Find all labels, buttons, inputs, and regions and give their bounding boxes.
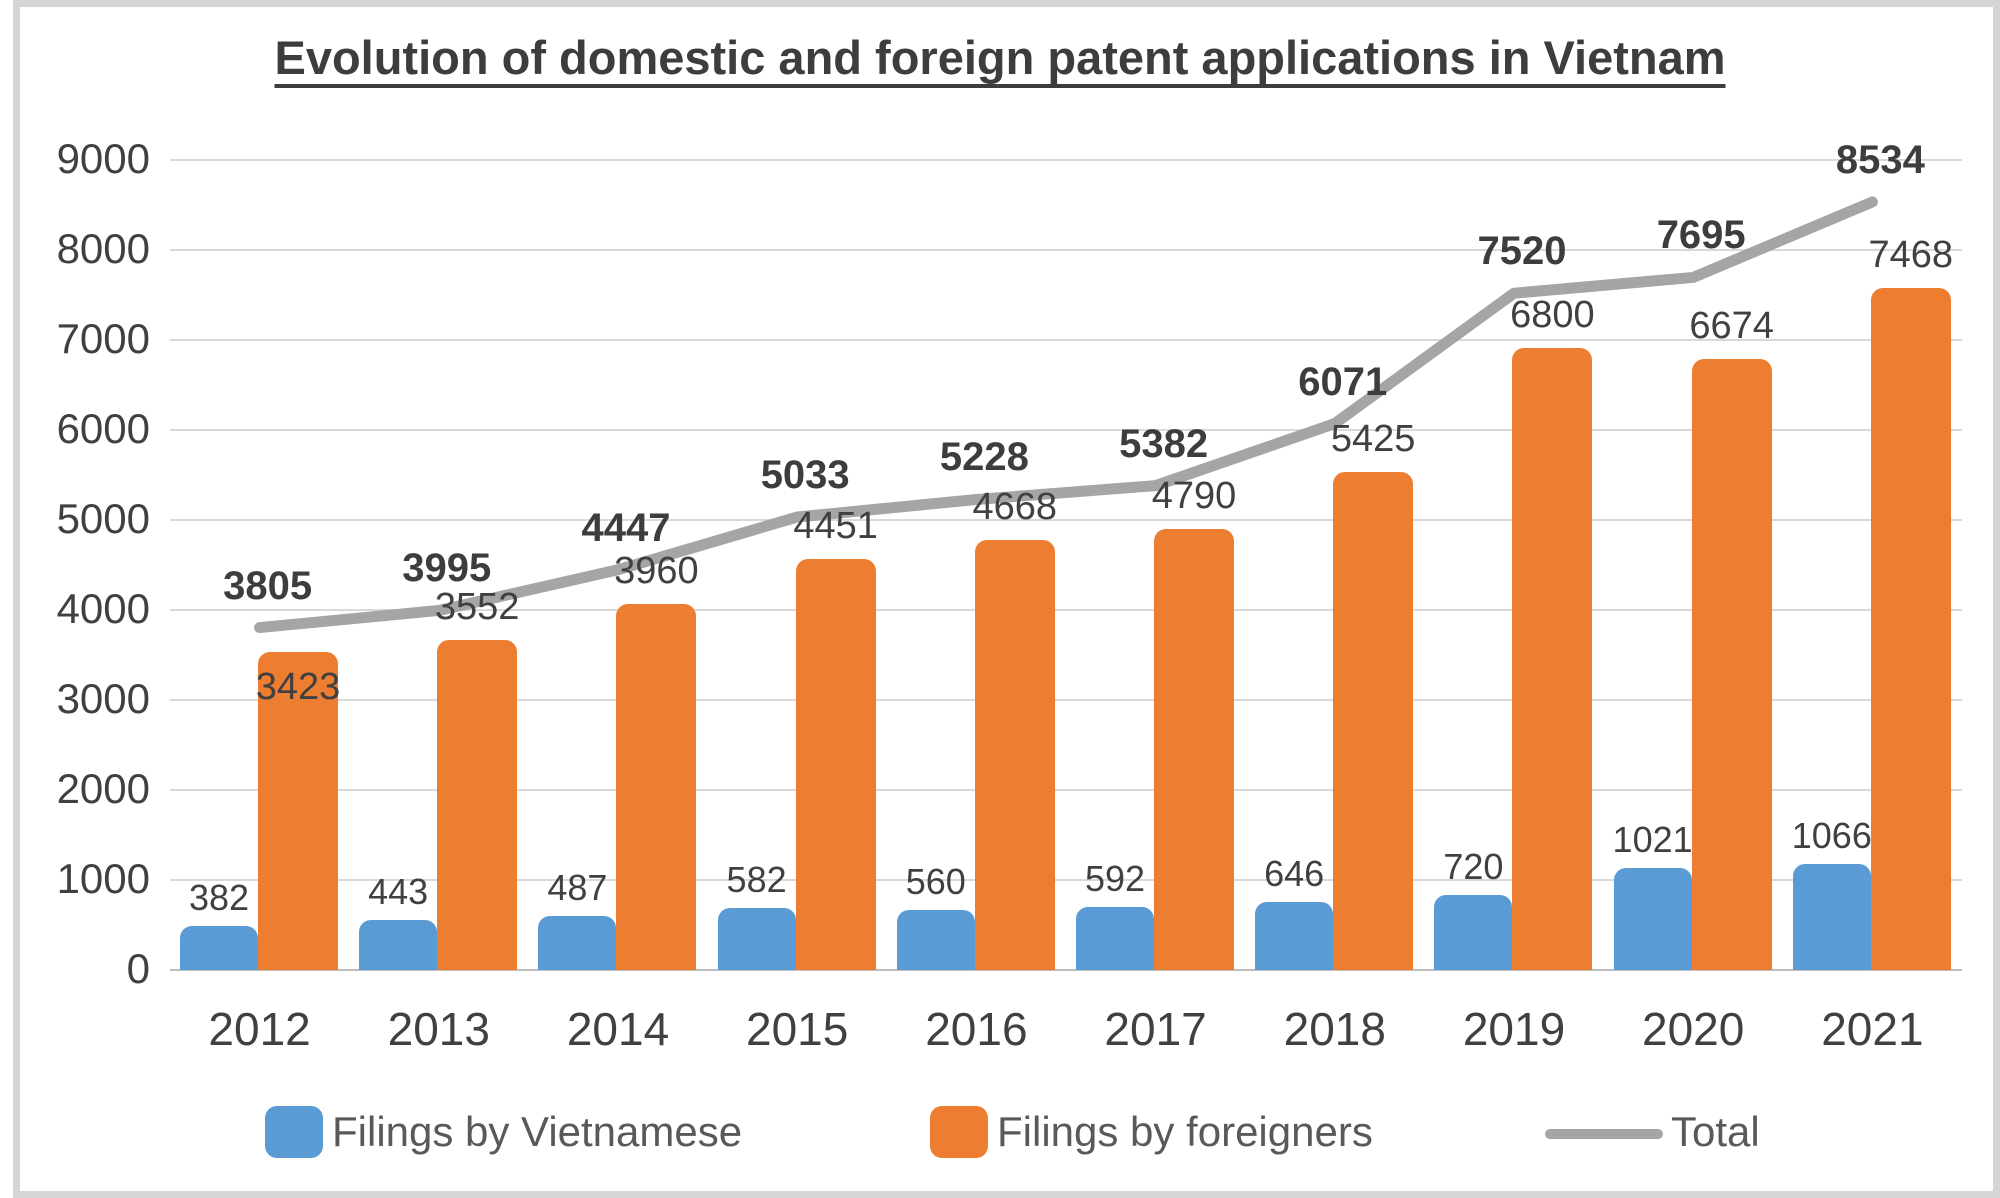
y-tick-label: 9000 bbox=[56, 135, 150, 182]
data-label-total: 3995 bbox=[402, 546, 492, 591]
bar-foreigners-2016 bbox=[974, 539, 1055, 970]
data-label-total: 7520 bbox=[1477, 229, 1567, 274]
x-tick-label: 2017 bbox=[1104, 1003, 1207, 1055]
data-label-vietnamese: 1021 bbox=[1612, 819, 1693, 861]
y-tick-label: 0 bbox=[126, 945, 150, 992]
bar-foreigners-2015 bbox=[795, 559, 876, 970]
data-label-foreigners: 4451 bbox=[793, 505, 878, 548]
x-tick-label: 2020 bbox=[1642, 1003, 1745, 1055]
y-tick-label: 4000 bbox=[56, 585, 150, 632]
legend-label-total: Total bbox=[1671, 1108, 1760, 1155]
x-tick-label: 2019 bbox=[1462, 1003, 1566, 1055]
bar-vietnamese-2012 bbox=[180, 925, 258, 970]
x-tick-label: 2012 bbox=[208, 1003, 311, 1055]
data-label-foreigners: 6674 bbox=[1689, 305, 1774, 348]
bar-vietnamese-2021 bbox=[1792, 864, 1871, 970]
bar-vietnamese-2014 bbox=[538, 916, 617, 970]
data-label-vietnamese: 582 bbox=[726, 858, 787, 900]
y-tick-label: 5000 bbox=[56, 495, 150, 542]
x-tick-label: 2013 bbox=[387, 1003, 490, 1055]
data-label-vietnamese: 1066 bbox=[1791, 815, 1872, 857]
bar-vietnamese-2013 bbox=[359, 920, 438, 970]
legend-line-total bbox=[1545, 1129, 1663, 1139]
bar-vietnamese-2018 bbox=[1255, 901, 1334, 970]
y-tick-label: 6000 bbox=[56, 405, 150, 452]
y-tick-label: 7000 bbox=[56, 315, 150, 362]
chart-title: Evolution of domestic and foreign patent… bbox=[274, 31, 1726, 84]
x-tick-label: 2021 bbox=[1821, 1003, 1924, 1055]
y-tick-label: 1000 bbox=[56, 855, 150, 902]
y-tick-label: 8000 bbox=[56, 225, 150, 272]
data-label-total: 7695 bbox=[1656, 213, 1746, 258]
data-label-vietnamese: 720 bbox=[1443, 846, 1504, 888]
bar-vietnamese-2020 bbox=[1613, 868, 1692, 970]
legend-label-vietnamese: Filings by Vietnamese bbox=[332, 1108, 743, 1155]
data-label-foreigners: 3423 bbox=[255, 665, 341, 708]
total-line bbox=[254, 196, 1878, 634]
bar-foreigners-2017 bbox=[1154, 528, 1234, 970]
bar-foreigners-2014 bbox=[616, 603, 697, 970]
data-label-foreigners: 3960 bbox=[614, 549, 699, 592]
legend-label-foreigners: Filings by foreigners bbox=[997, 1108, 1373, 1155]
legend-swatch-vietnamese bbox=[265, 1106, 323, 1158]
data-label-total: 5382 bbox=[1119, 421, 1209, 466]
bar-foreigners-2021 bbox=[1870, 287, 1951, 970]
data-label-vietnamese: 560 bbox=[905, 860, 966, 902]
data-label-vietnamese: 592 bbox=[1084, 857, 1146, 899]
bar-foreigners-2018 bbox=[1333, 471, 1414, 970]
bar-vietnamese-2015 bbox=[717, 907, 796, 970]
data-label-foreigners: 6800 bbox=[1510, 294, 1595, 336]
x-tick-label: 2016 bbox=[925, 1003, 1028, 1055]
data-label-foreigners: 4790 bbox=[1151, 474, 1237, 517]
data-label-vietnamese: 443 bbox=[368, 871, 429, 913]
y-tick-label: 3000 bbox=[56, 675, 150, 722]
data-label-vietnamese: 382 bbox=[188, 876, 250, 918]
data-label-foreigners: 4668 bbox=[972, 485, 1058, 528]
data-label-total: 6071 bbox=[1298, 359, 1388, 404]
bar-foreigners-2019 bbox=[1512, 348, 1593, 970]
data-label-foreigners: 7468 bbox=[1868, 233, 1954, 276]
x-tick-label: 2018 bbox=[1283, 1003, 1386, 1055]
legend-swatch-foreigners bbox=[930, 1106, 988, 1158]
data-label-vietnamese: 646 bbox=[1264, 852, 1325, 894]
data-label-total: 4447 bbox=[581, 505, 671, 550]
data-label-total: 3805 bbox=[223, 563, 313, 608]
y-tick-label: 2000 bbox=[56, 765, 150, 812]
bar-foreigners-2012 bbox=[258, 651, 338, 970]
data-label-total: 5033 bbox=[760, 453, 850, 498]
data-label-total: 8534 bbox=[1835, 137, 1925, 182]
data-label-foreigners: 3552 bbox=[434, 586, 520, 629]
bar-vietnamese-2019 bbox=[1434, 895, 1513, 970]
x-tick-label: 2015 bbox=[746, 1003, 849, 1055]
bar-vietnamese-2016 bbox=[896, 909, 975, 970]
bar-vietnamese-2017 bbox=[1076, 906, 1154, 970]
data-label-foreigners: 5425 bbox=[1330, 417, 1416, 460]
data-label-vietnamese: 487 bbox=[547, 867, 608, 909]
bar-foreigners-2013 bbox=[437, 640, 518, 970]
x-tick-label: 2014 bbox=[566, 1003, 670, 1055]
bar-foreigners-2020 bbox=[1691, 359, 1772, 970]
data-label-total: 5228 bbox=[939, 435, 1029, 480]
